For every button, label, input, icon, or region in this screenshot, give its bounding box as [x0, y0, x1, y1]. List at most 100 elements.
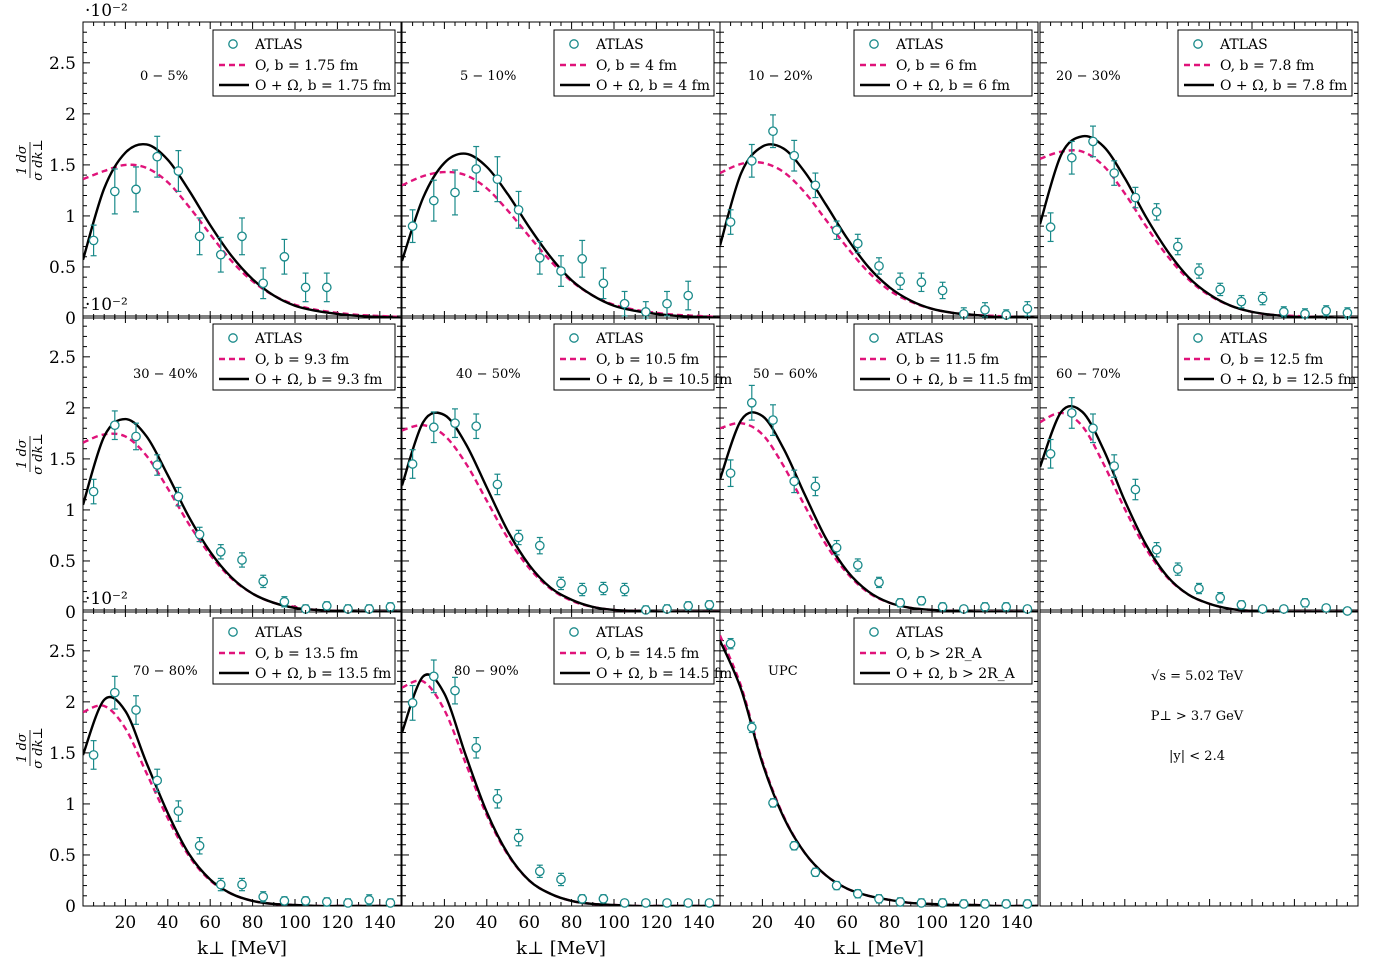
data-point	[173, 491, 184, 502]
data-point	[385, 602, 396, 612]
data-point	[789, 150, 800, 161]
curves	[83, 417, 401, 612]
data-point	[1109, 461, 1120, 471]
chart-panel-7: ATLAS O, b = 12.5 fm O + Ω, b = 12.5 fm 60 …	[1039, 315, 1359, 616]
series-line-O	[402, 679, 720, 906]
data-point	[1194, 266, 1204, 276]
y-tick-label: 0.5	[49, 846, 76, 866]
data-point	[556, 266, 566, 276]
data-point	[980, 602, 990, 612]
data-point	[279, 896, 290, 906]
data-point	[937, 602, 948, 612]
data-point	[492, 793, 503, 804]
y-tick-label: 1.5	[49, 450, 76, 470]
data-point	[88, 235, 99, 246]
x-tick-label: 120	[958, 913, 990, 933]
x-tick-label: 40	[157, 913, 179, 933]
curves	[402, 152, 720, 318]
data-point	[746, 397, 757, 408]
atlas-points	[1045, 397, 1353, 616]
legend-label-atlas: ATLAS	[254, 37, 303, 53]
x-tick-label: 40	[476, 913, 498, 933]
atlas-points	[407, 659, 715, 908]
data-point	[1001, 899, 1012, 909]
data-point	[1257, 604, 1268, 614]
data-point	[513, 532, 524, 543]
atlas-points	[407, 408, 715, 615]
y-tick-label: 1	[65, 207, 76, 227]
data-point	[916, 277, 927, 288]
legend-label-O-Omega: O + Ω, b = 11.5 fm	[896, 372, 1032, 388]
data-point	[428, 195, 439, 206]
x-tick-label: 60	[518, 913, 540, 933]
data-point	[704, 898, 715, 908]
y-tick-label: 0	[65, 309, 76, 329]
curves	[1040, 134, 1358, 318]
legend: ATLAS O, b = 7.8 fm O + Ω, b = 7.8 fm	[1177, 29, 1353, 97]
y-axis-label-top: 1 dσ	[15, 732, 30, 763]
curves	[720, 143, 1038, 318]
series-line-O	[402, 170, 720, 318]
data-point	[874, 261, 884, 271]
data-point	[1236, 600, 1247, 610]
y-tick-label: 1.5	[49, 744, 76, 764]
legend-label-O-Omega: O + Ω, b = 1.75 fm	[255, 78, 391, 94]
legend-label-O: O, b = 13.5 fm	[255, 646, 358, 662]
legend-marker-atlas	[569, 333, 579, 343]
data-point	[428, 422, 439, 433]
data-point	[343, 898, 353, 908]
data-point	[407, 221, 418, 231]
x-tick-label: 40	[794, 913, 816, 933]
data-point	[450, 685, 460, 696]
data-point	[577, 253, 588, 264]
data-point	[1045, 448, 1056, 459]
data-point	[810, 180, 821, 191]
data-point	[385, 898, 396, 908]
legend-label-O: O, b = 6 fm	[896, 58, 977, 74]
chart-panel-2: ATLAS O, b = 6 fm O + Ω, b = 6 fm 10 − 20%	[719, 21, 1039, 320]
data-point	[1321, 603, 1332, 613]
data-point	[746, 155, 757, 166]
atlas-points	[88, 410, 396, 614]
data-point	[1151, 206, 1162, 217]
y-axis-label: 1 dσ σ dk⊥	[15, 727, 46, 768]
y-multiplier: ·10⁻²	[85, 295, 128, 315]
centrality-label: 5 − 10%	[460, 69, 516, 84]
series-line-O-Omega	[83, 142, 401, 318]
y-tick-label: 2	[65, 105, 76, 125]
legend: ATLAS O, b = 9.3 fm O + Ω, b = 9.3 fm	[212, 323, 396, 391]
data-point	[768, 126, 778, 137]
legend: ATLAS O, b = 11.5 fm O + Ω, b = 11.5 fm	[853, 323, 1033, 391]
data-point	[1130, 484, 1141, 495]
data-point	[937, 285, 948, 296]
data-point	[852, 560, 863, 570]
info-p-perp: P⊥ > 3.7 GeV	[1151, 709, 1244, 724]
data-point	[958, 899, 969, 909]
info-panel: √s = 5.02 TeV P⊥ > 3.7 GeV |y| < 2.4	[1151, 669, 1244, 764]
legend: ATLAS O, b = 13.5 fm O + Ω, b = 13.5 fm	[212, 617, 396, 685]
data-point	[683, 898, 694, 908]
legend-marker-atlas	[1193, 333, 1203, 343]
centrality-label: 20 − 30%	[1056, 69, 1121, 84]
x-axis-label: k⊥ [MeV]	[197, 938, 287, 959]
chart-panel-3: ATLAS O, b = 7.8 fm O + Ω, b = 7.8 fm 20 − …	[1039, 21, 1359, 319]
legend-label-atlas: ATLAS	[1219, 331, 1268, 347]
data-point	[1278, 604, 1289, 614]
y-tick-label: 0	[65, 603, 76, 623]
data-point	[683, 290, 694, 301]
data-point	[980, 899, 990, 909]
legend-label-O: O, b = 14.5 fm	[596, 646, 699, 662]
data-point	[279, 596, 290, 607]
series-line-O-Omega	[402, 152, 720, 318]
y-tick-label: 2.5	[49, 348, 76, 368]
data-point	[874, 894, 884, 904]
legend-label-atlas: ATLAS	[595, 37, 644, 53]
series-line-O-Omega	[83, 695, 401, 906]
legend: ATLAS O, b = 1.75 fm O + Ω, b = 1.75 fm	[212, 29, 396, 97]
data-point	[131, 705, 141, 715]
data-point	[662, 298, 672, 309]
x-tick-label: 100	[598, 913, 630, 933]
x-axis-label: k⊥ [MeV]	[834, 938, 924, 959]
atlas-points	[725, 114, 1033, 320]
series-line-O-Omega	[83, 417, 401, 612]
